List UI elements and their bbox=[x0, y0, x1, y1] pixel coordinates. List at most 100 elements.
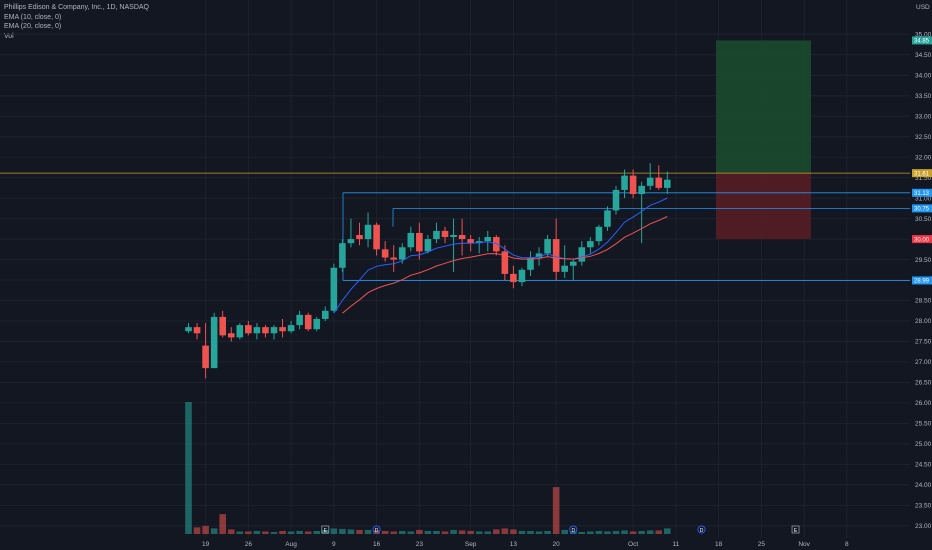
candle-body bbox=[587, 241, 594, 248]
y-tick-label: 33.00 bbox=[915, 113, 932, 120]
last-price-tag: 31.61 bbox=[914, 171, 930, 177]
candle-body bbox=[236, 325, 244, 338]
volume-bar bbox=[364, 529, 372, 534]
x-tick-label: Sep bbox=[465, 541, 477, 548]
volume-bar bbox=[578, 531, 586, 534]
volume-bar bbox=[210, 528, 218, 534]
price-axis[interactable]: USD 35.0034.5034.0033.5033.0032.5032.003… bbox=[915, 4, 932, 530]
volume-bar bbox=[544, 530, 551, 534]
stop-price-tag: 30.00 bbox=[914, 237, 930, 243]
volume-bar bbox=[253, 530, 261, 534]
candle-body bbox=[433, 230, 440, 240]
volume-bar bbox=[193, 527, 201, 534]
volume-bar bbox=[646, 530, 654, 534]
y-tick-label: 24.50 bbox=[915, 462, 932, 469]
volume-bar bbox=[322, 529, 329, 534]
earnings-marker bbox=[321, 525, 330, 534]
volume-bar bbox=[270, 531, 278, 534]
candle-body bbox=[544, 239, 551, 254]
legend-ema10: EMA (10, close, 0) bbox=[4, 13, 62, 21]
candle-body bbox=[185, 327, 192, 332]
volume-bar bbox=[202, 525, 209, 534]
level-lines[interactable] bbox=[0, 172, 910, 281]
level-tag: 31.13 bbox=[914, 191, 930, 197]
x-tick-label: 9 bbox=[332, 541, 336, 548]
candle-body bbox=[381, 249, 389, 258]
volume-bar bbox=[296, 530, 303, 534]
volume-bar bbox=[347, 529, 355, 534]
candle-body bbox=[245, 325, 252, 334]
candle-body bbox=[484, 237, 492, 242]
candles bbox=[185, 163, 671, 379]
event-label: E bbox=[324, 528, 328, 534]
volume-bar bbox=[390, 531, 397, 534]
volume-bar bbox=[441, 531, 449, 534]
candle-body bbox=[339, 243, 346, 268]
legend-vol: Vol bbox=[4, 32, 14, 40]
volume-bar bbox=[484, 531, 492, 534]
y-tick-label: 23.00 bbox=[915, 523, 932, 530]
candle-body bbox=[202, 345, 209, 369]
candle-body bbox=[441, 230, 449, 238]
volume-bars bbox=[185, 402, 671, 534]
candle-body bbox=[664, 179, 671, 188]
volume-bar bbox=[595, 530, 603, 534]
candle-body bbox=[356, 234, 363, 240]
ema20-line bbox=[342, 216, 668, 314]
dividend-marker bbox=[372, 525, 381, 534]
volume-bar bbox=[304, 531, 312, 534]
candle-body bbox=[398, 247, 406, 260]
y-tick-label: 25.50 bbox=[915, 421, 932, 428]
candle-body bbox=[655, 177, 663, 188]
y-tick-label: 23.50 bbox=[915, 503, 932, 510]
y-tick-label: 30.50 bbox=[915, 216, 932, 223]
y-tick-label: 31.00 bbox=[915, 195, 932, 202]
volume-bar bbox=[236, 531, 244, 534]
volume-bar bbox=[287, 531, 295, 534]
y-tick-label: 31.50 bbox=[915, 175, 932, 182]
legend-ema20: EMA (20, close, 0) bbox=[4, 23, 62, 30]
position-zones[interactable] bbox=[716, 40, 811, 240]
volume-bar bbox=[535, 531, 543, 534]
x-tick-label: 13 bbox=[510, 541, 518, 548]
candle-body bbox=[604, 210, 611, 227]
x-tick-label: Nov bbox=[798, 541, 810, 548]
y-tick-label: 32.00 bbox=[915, 154, 932, 161]
level-tag: 28.99 bbox=[914, 279, 930, 285]
volume-bar bbox=[552, 487, 560, 534]
candle-body bbox=[475, 241, 483, 244]
x-tick-label: Oct bbox=[628, 541, 638, 548]
time-axis[interactable]: 19 26 Aug 9 16 23 Sep 13 20 Oct 11 18 25 Nov 8 bbox=[202, 541, 849, 548]
volume-bar bbox=[664, 528, 671, 534]
ema10-line bbox=[333, 197, 668, 314]
dividend-marker bbox=[569, 525, 578, 534]
volume-bar bbox=[629, 531, 637, 534]
volume-bar bbox=[219, 514, 226, 534]
volume-bar bbox=[518, 530, 526, 534]
y-tick-label: 26.50 bbox=[915, 380, 932, 387]
x-tick-label: Aug bbox=[285, 541, 297, 548]
y-tick-label: 33.50 bbox=[915, 93, 932, 100]
volume-bar bbox=[501, 528, 509, 534]
candle-body bbox=[493, 237, 500, 252]
candle-body bbox=[270, 327, 278, 334]
volume-bar bbox=[621, 530, 628, 534]
volume-bar bbox=[655, 530, 663, 534]
volume-bar bbox=[245, 531, 252, 534]
target-price-tag-bg bbox=[912, 36, 932, 45]
x-tick-label: 20 bbox=[553, 541, 561, 548]
candle-body bbox=[416, 232, 423, 252]
y-tick-label: 27.00 bbox=[915, 359, 932, 366]
y-tick-label: 27.50 bbox=[915, 339, 932, 346]
volume-bar bbox=[416, 529, 423, 534]
candle-body bbox=[373, 224, 380, 250]
volume-bar bbox=[527, 530, 534, 534]
level-tag-bg bbox=[912, 188, 932, 197]
volume-bar bbox=[612, 530, 620, 534]
y-tick-label: 34.00 bbox=[915, 72, 932, 79]
volume-bar bbox=[561, 529, 568, 534]
x-tick-label: 16 bbox=[373, 541, 381, 548]
candle-body bbox=[304, 314, 312, 330]
